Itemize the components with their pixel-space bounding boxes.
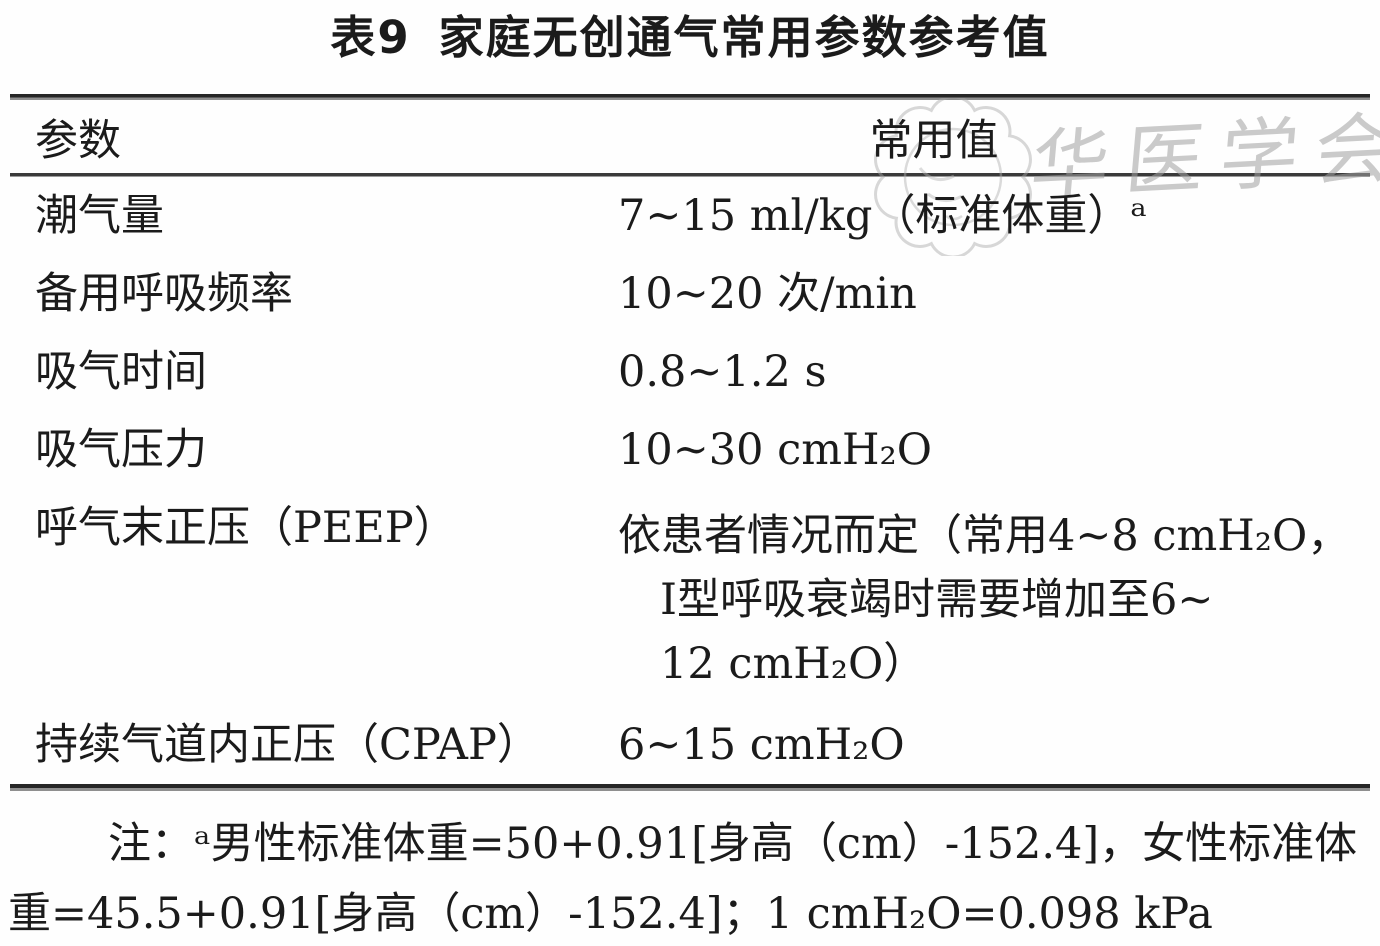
param-cell: 吸气压力 — [35, 425, 207, 475]
param-cell: 潮气量 — [35, 191, 164, 241]
value-line: 12 cmH₂O） — [660, 639, 927, 689]
table-body: 潮气量 7~15 ml/kg（标准体重）ᵃ 备用呼吸频率 10~20 次/min… — [10, 177, 1370, 784]
value-cell: 依患者情况而定（常用4~8 cmH₂O， Ⅰ型呼吸衰竭时需要增加至6~ 12 c… — [618, 504, 1370, 696]
seal-stamp-icon — [874, 98, 1032, 256]
param-cell: 呼气末正压（PEEP） — [35, 503, 457, 553]
value-line: 依患者情况而定（常用4~8 cmH₂O， — [618, 511, 1351, 561]
table-top-rule — [10, 94, 1370, 100]
param-cell: 备用呼吸频率 — [35, 269, 293, 319]
param-cell: 持续气道内正压（CPAP） — [35, 720, 540, 770]
table-footnote: 注：ᵃ男性标准体重=50+0.91[身高（cm）-152.4]，女性标准体 重=… — [8, 809, 1372, 946]
table-row: 吸气压力 10~30 cmH₂O — [10, 411, 1370, 489]
table-row: 持续气道内正压（CPAP） 6~15 cmH₂O — [10, 706, 1370, 784]
table-row: 备用呼吸频率 10~20 次/min — [10, 255, 1370, 333]
footnote-line: 重=45.5+0.91[身高（cm）-152.4]；1 cmH₂O=0.098 … — [8, 889, 1213, 939]
value-cell: 7~15 ml/kg（标准体重）ᵃ — [618, 191, 1147, 241]
table-caption: 表9 家庭无创通气常用参数参考值 — [0, 8, 1380, 68]
table-row: 潮气量 7~15 ml/kg（标准体重）ᵃ — [10, 177, 1370, 255]
value-cell: 10~20 次/min — [618, 269, 917, 319]
value-cell: 6~15 cmH₂O — [618, 720, 905, 770]
table-row: 吸气时间 0.8~1.2 s — [10, 333, 1370, 411]
table-number: 表9 — [330, 11, 411, 64]
table-header-row: 参数 常用值 — [10, 100, 1370, 173]
value-line: Ⅰ型呼吸衰竭时需要增加至6~ — [660, 575, 1214, 625]
column-header-param: 参数 — [35, 115, 121, 166]
param-cell: 吸气时间 — [35, 347, 207, 397]
value-cell: 0.8~1.2 s — [618, 347, 827, 397]
table-title-text: 家庭无创通气常用参数参考值 — [438, 11, 1050, 64]
footnote-line: 注：ᵃ男性标准体重=50+0.91[身高（cm）-152.4]，女性标准体 — [108, 819, 1358, 869]
value-cell: 10~30 cmH₂O — [618, 425, 932, 475]
table-header-rule — [10, 173, 1370, 177]
table-row: 呼气末正压（PEEP） 依患者情况而定（常用4~8 cmH₂O， Ⅰ型呼吸衰竭时… — [10, 489, 1370, 706]
column-header-value: 常用值 — [869, 115, 999, 166]
table-bottom-rule — [10, 784, 1370, 791]
